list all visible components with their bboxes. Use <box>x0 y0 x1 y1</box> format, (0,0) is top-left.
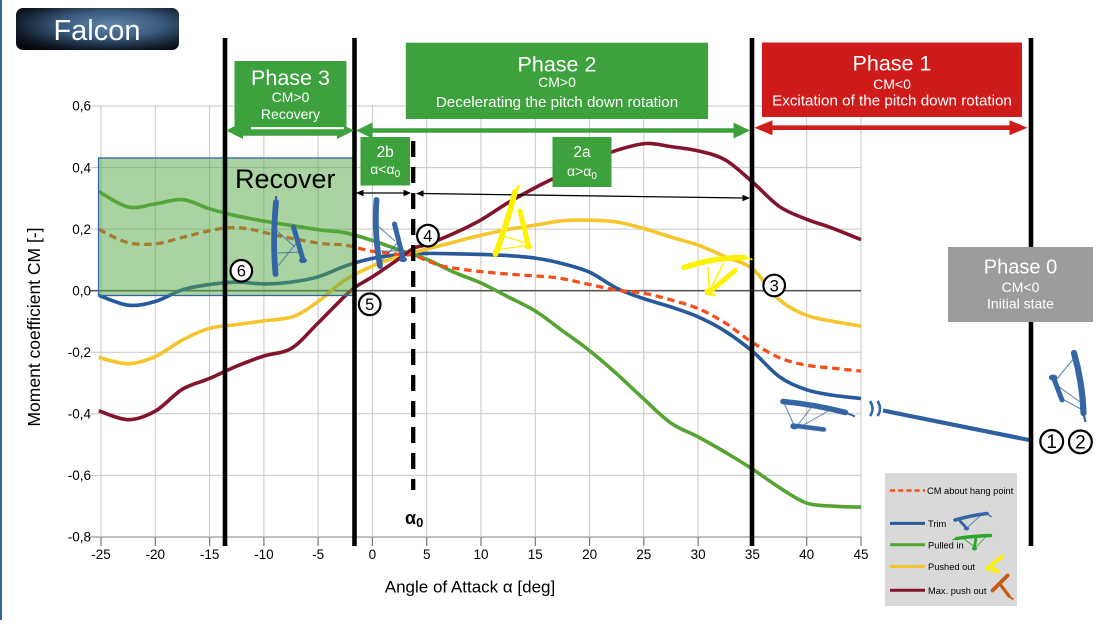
svg-text:-10: -10 <box>254 547 274 562</box>
svg-text:1: 1 <box>1046 432 1057 453</box>
svg-text:3: 3 <box>770 277 779 295</box>
svg-text:Recovery: Recovery <box>261 106 320 122</box>
svg-text:Decelerating the pitch down ro: Decelerating the pitch down rotation <box>436 94 678 111</box>
svg-text:-0,2: -0,2 <box>68 345 91 360</box>
svg-text:0,4: 0,4 <box>72 160 91 175</box>
svg-text:4: 4 <box>423 227 432 245</box>
svg-text:20: 20 <box>582 547 597 562</box>
svg-text:0,2: 0,2 <box>72 222 91 237</box>
svg-text:5: 5 <box>365 296 374 314</box>
svg-text:45: 45 <box>853 547 868 562</box>
svg-text:CM>0: CM>0 <box>272 89 310 105</box>
svg-text:40: 40 <box>799 547 814 562</box>
svg-text:0,6: 0,6 <box>72 99 91 114</box>
svg-text:-15: -15 <box>200 547 220 562</box>
svg-text:CM<0: CM<0 <box>873 76 911 92</box>
svg-text:Angle of Attack α [deg]: Angle of Attack α [deg] <box>385 578 556 597</box>
svg-text:α>α0: α>α0 <box>567 163 597 182</box>
svg-text:Recover: Recover <box>235 164 336 194</box>
svg-text:2a: 2a <box>573 144 591 161</box>
svg-text:Pushed out: Pushed out <box>928 562 975 572</box>
svg-text:30: 30 <box>691 547 706 562</box>
svg-text:0: 0 <box>369 547 377 562</box>
svg-text:0,0: 0,0 <box>72 283 91 298</box>
svg-text:Initial state: Initial state <box>987 296 1054 312</box>
svg-text:Trim: Trim <box>928 519 946 529</box>
svg-text:α<α0: α<α0 <box>370 161 400 180</box>
svg-text:Phase 3: Phase 3 <box>251 66 330 90</box>
svg-text:2: 2 <box>1075 433 1086 454</box>
svg-text:Phase 0: Phase 0 <box>984 257 1057 279</box>
svg-text:Max. push out: Max. push out <box>928 586 987 596</box>
svg-text:Phase 2: Phase 2 <box>518 53 597 77</box>
svg-text:-0,8: -0,8 <box>68 530 91 545</box>
svg-text:-20: -20 <box>146 547 166 562</box>
svg-text:Phase 1: Phase 1 <box>853 52 932 76</box>
svg-text:CM about hang point: CM about hang point <box>927 486 1014 496</box>
svg-text:CM>0: CM>0 <box>538 74 576 90</box>
svg-text:15: 15 <box>528 547 543 562</box>
svg-text:35: 35 <box>745 547 760 562</box>
svg-text:2b: 2b <box>377 144 394 161</box>
svg-text:Excitation of the pitch down r: Excitation of the pitch down rotation <box>772 93 1012 110</box>
svg-text:Pulled in: Pulled in <box>928 540 964 550</box>
svg-text:25: 25 <box>636 547 651 562</box>
svg-text:Moment coefficient CM [-]: Moment coefficient CM [-] <box>24 227 44 426</box>
svg-text:-5: -5 <box>312 547 324 562</box>
svg-text:-0,6: -0,6 <box>68 468 91 483</box>
svg-text:5: 5 <box>423 547 431 562</box>
svg-text:-0,4: -0,4 <box>68 407 92 422</box>
svg-text:Falcon: Falcon <box>53 15 140 47</box>
svg-text:6: 6 <box>237 263 246 281</box>
svg-text:CM<0: CM<0 <box>1002 279 1040 295</box>
svg-text:10: 10 <box>473 547 488 562</box>
svg-text:-25: -25 <box>91 547 111 562</box>
